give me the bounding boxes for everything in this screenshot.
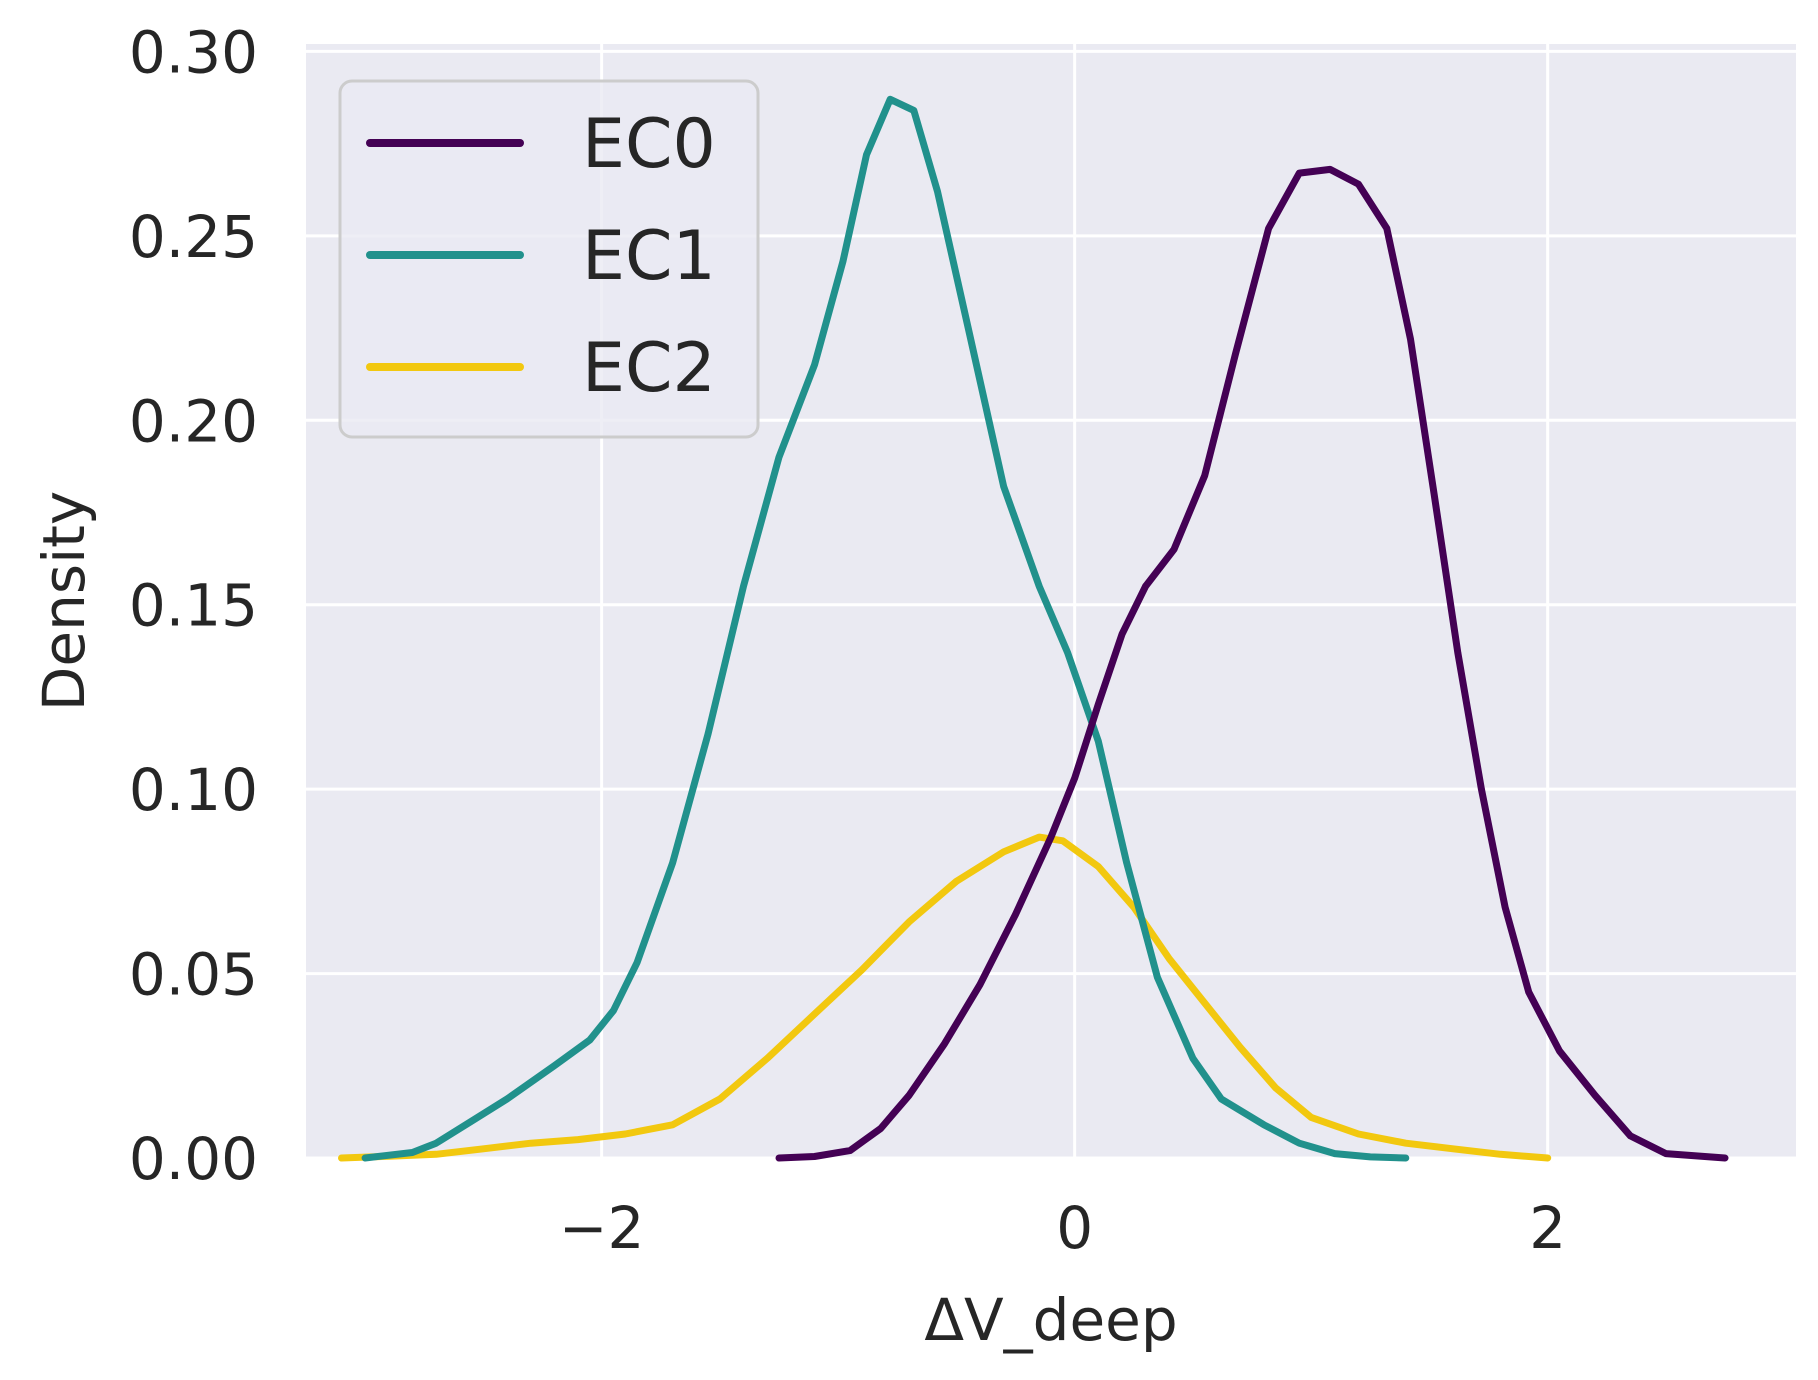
x-tick-label: 2 bbox=[1529, 1194, 1566, 1262]
series-lines bbox=[338, 95, 1729, 1162]
y-tick-label: 0.10 bbox=[129, 756, 258, 824]
legend-label-ec2: EC2 bbox=[582, 329, 716, 408]
y-tick-label: 0.30 bbox=[129, 18, 258, 86]
series-line-ec0 bbox=[775, 165, 1729, 1162]
legend-label-ec1: EC1 bbox=[582, 217, 716, 296]
legend-label-ec0: EC0 bbox=[582, 105, 716, 184]
x-tick-labels: −2 0 2 bbox=[559, 1194, 1566, 1262]
y-tick-label: 0.15 bbox=[129, 572, 258, 640]
y-tick-labels: 0.00 0.05 0.10 0.15 0.20 0.25 0.30 bbox=[129, 18, 258, 1193]
y-tick-label: 0.20 bbox=[129, 387, 258, 455]
y-tick-label: 0.05 bbox=[129, 941, 258, 1009]
legend: EC0 EC1 EC2 bbox=[338, 79, 760, 439]
x-tick-label: −2 bbox=[559, 1194, 645, 1262]
series-line-ec1 bbox=[361, 95, 1410, 1162]
x-axis-label: ΔV_deep bbox=[924, 1286, 1177, 1354]
legend-box bbox=[338, 79, 760, 439]
x-tick-label: 0 bbox=[1056, 1194, 1093, 1262]
series-line-ec2 bbox=[338, 833, 1552, 1162]
y-axis-label: Density bbox=[30, 491, 98, 712]
y-tick-label: 0.00 bbox=[129, 1125, 258, 1193]
y-tick-label: 0.25 bbox=[129, 203, 258, 271]
